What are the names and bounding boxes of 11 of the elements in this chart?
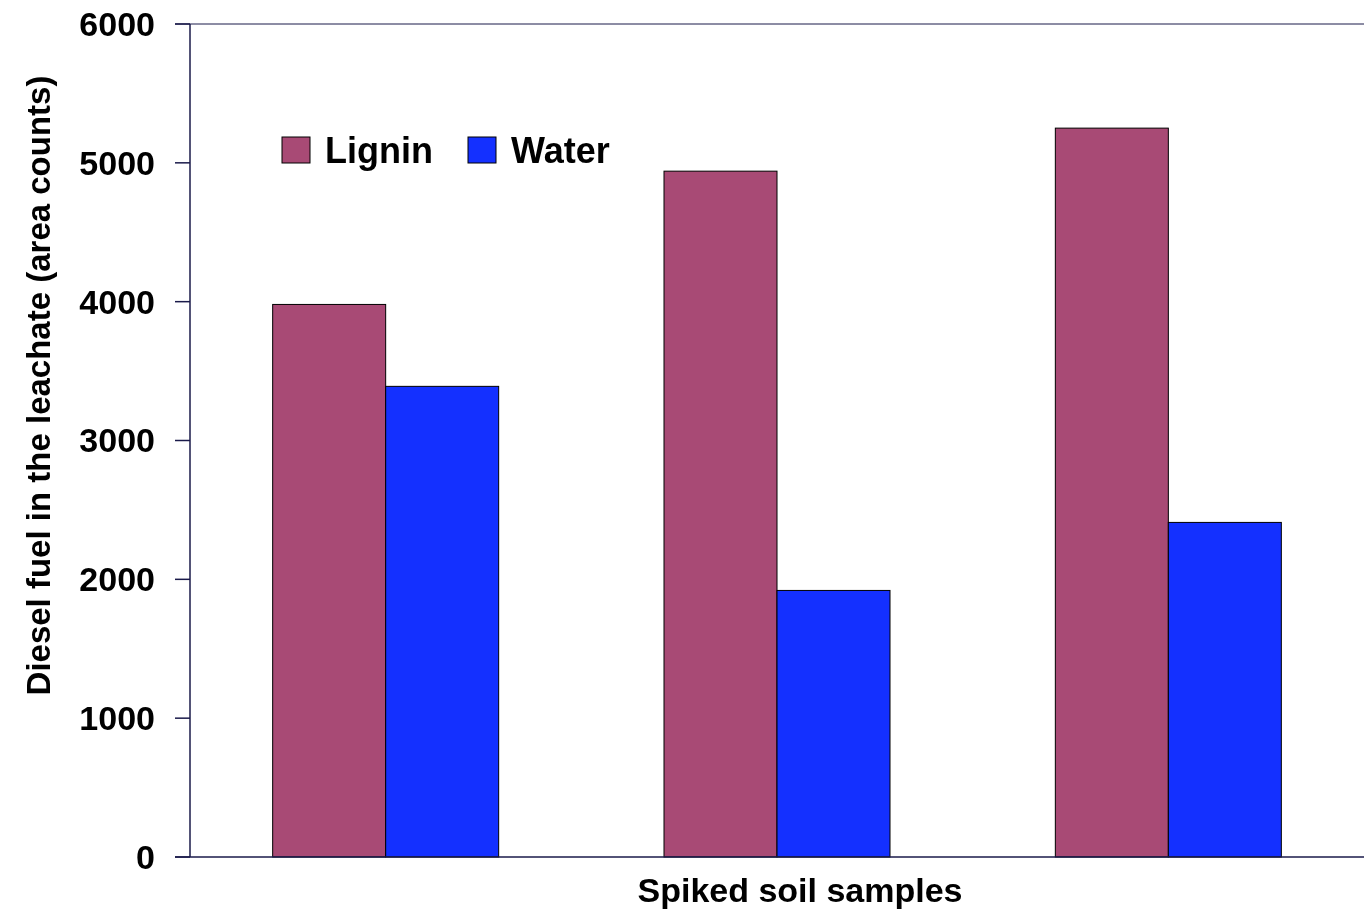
y-tick-label: 6000 (79, 4, 155, 43)
legend-label: Water (511, 129, 610, 171)
y-tick-label: 0 (136, 837, 155, 876)
y-axis-title: Diesel fuel in the leachate (area counts) (20, 75, 57, 696)
legend-label: Lignin (325, 129, 433, 171)
y-tick-label: 2000 (79, 560, 155, 599)
y-tick-label: 3000 (79, 421, 155, 460)
y-tick-label: 4000 (79, 282, 155, 321)
x-axis-title: Spiked soil samples (637, 871, 963, 909)
y-tick-label: 1000 (79, 699, 155, 738)
y-tick-label: 5000 (79, 143, 155, 182)
